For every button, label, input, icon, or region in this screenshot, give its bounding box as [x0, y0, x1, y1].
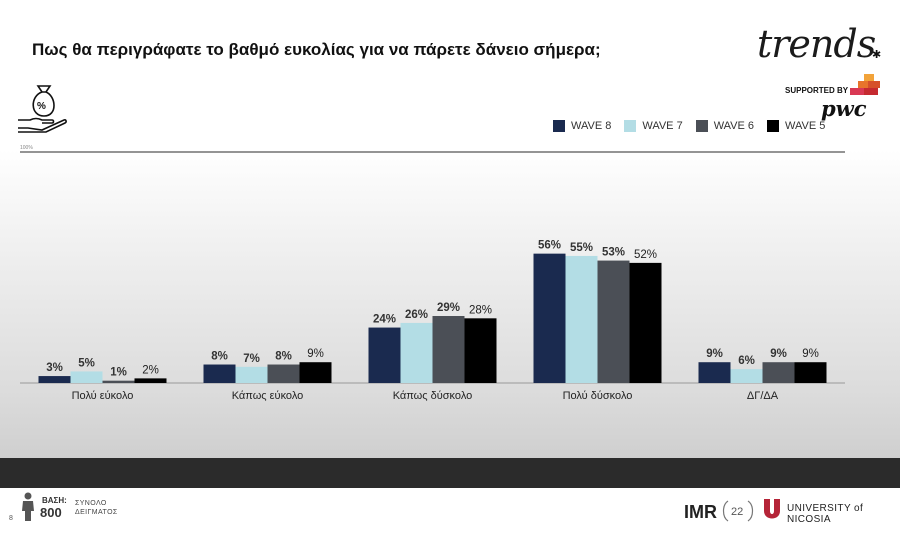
base-value: 800 — [40, 505, 62, 520]
legend-item-wave-7: WAVE 7 — [624, 120, 683, 132]
bar — [730, 369, 763, 383]
data-label: 7% — [243, 353, 260, 365]
chart-title: Πως θα περιγράφατε το βαθμό ευκολίας για… — [32, 40, 601, 59]
data-label: 2% — [142, 364, 159, 376]
bar — [400, 322, 433, 383]
data-label: 53% — [602, 247, 625, 259]
footer-band — [0, 458, 900, 488]
bar — [432, 316, 465, 383]
category-label: Πολύ εύκολο — [72, 390, 134, 402]
bar — [299, 362, 332, 383]
data-label: 56% — [538, 240, 561, 252]
data-label: 9% — [307, 348, 324, 360]
data-label: 28% — [469, 304, 492, 316]
footer — [0, 488, 900, 540]
data-label: 26% — [405, 309, 428, 321]
legend-label: WAVE 7 — [642, 120, 683, 132]
money-bag-hand-icon: % — [18, 85, 67, 133]
legend-label: WAVE 6 — [713, 120, 755, 132]
bar — [698, 362, 731, 383]
supported-by-label: SUPPORTED BY — [785, 86, 849, 95]
data-label: 5% — [78, 357, 95, 369]
bar — [762, 362, 795, 383]
category-label: Κάπως εύκολο — [232, 390, 304, 402]
top-gridline-label: 100% — [20, 145, 33, 151]
data-label: 9% — [802, 348, 819, 360]
bar — [267, 364, 300, 383]
data-label: 3% — [46, 362, 63, 374]
bar — [203, 364, 236, 383]
data-label: 8% — [275, 351, 292, 363]
bar — [368, 327, 401, 383]
anniversary-text: 22 — [731, 506, 743, 518]
base-desc-line2: ΔΕΙΓΜΑΤΟΣ — [75, 509, 118, 516]
base-description: ΣΥΝΟΛΟ ΔΕΙΓΜΑΤΟΣ — [75, 499, 118, 517]
category-label: Πολύ δύσκολο — [563, 390, 633, 402]
data-label: 6% — [738, 355, 755, 367]
bar — [533, 253, 566, 383]
data-label: 8% — [211, 351, 228, 363]
data-label: 24% — [373, 314, 396, 326]
bar — [464, 318, 497, 383]
data-label: 55% — [570, 242, 593, 254]
bar — [597, 260, 630, 383]
bar — [629, 262, 662, 383]
legend-swatch — [767, 120, 780, 132]
bar — [794, 362, 827, 383]
university-logo-icon — [764, 499, 780, 519]
legend-item-wave-8: WAVE 8 — [553, 120, 611, 132]
category-label: ΔΓ/ΔΑ — [747, 390, 779, 402]
trends-logo: trends — [757, 22, 876, 66]
data-label: 9% — [770, 348, 787, 360]
chart-legend: WAVE 8 WAVE 7 WAVE 6 WAVE 5 — [553, 120, 825, 132]
legend-label: WAVE 8 — [571, 120, 612, 132]
bar — [565, 255, 598, 383]
bar — [38, 376, 71, 383]
bar — [134, 378, 167, 383]
legend-label: WAVE 5 — [785, 120, 826, 132]
imr-logo-icon: IMR 22 — [684, 500, 754, 522]
data-label: 29% — [437, 302, 460, 314]
pwc-logo-text: pwc — [821, 96, 867, 121]
legend-item-wave-5: WAVE 5 — [767, 120, 825, 132]
base-desc-line1: ΣΥΝΟΛΟ — [75, 500, 107, 507]
data-label: 1% — [110, 367, 127, 379]
person-icon — [22, 492, 34, 521]
legend-swatch — [695, 120, 708, 132]
bar — [235, 366, 268, 383]
imr-text: IMR — [684, 502, 717, 522]
bar-chart: 100% 3% 5% 1% 2% Πολύ εύκολο 8% 7% 8% 9% Κάπως εύκ… — [20, 145, 845, 402]
bar — [70, 371, 103, 383]
pwc-logo-icon — [850, 74, 880, 95]
page-number: 8 — [9, 515, 13, 522]
category-label: Κάπως δύσκολο — [393, 390, 473, 402]
trends-mark-icon: ✱ — [872, 49, 882, 61]
legend-swatch — [553, 120, 565, 132]
data-label: 9% — [706, 348, 723, 360]
data-label: 52% — [634, 249, 657, 261]
base-label: ΒΑΣΗ: — [42, 496, 67, 505]
bar — [102, 380, 135, 383]
university-name: UNIVERSITY of NICOSIA — [787, 503, 864, 525]
legend-swatch — [624, 120, 637, 132]
legend-item-wave-6: WAVE 6 — [695, 120, 755, 132]
svg-text:%: % — [37, 101, 46, 112]
